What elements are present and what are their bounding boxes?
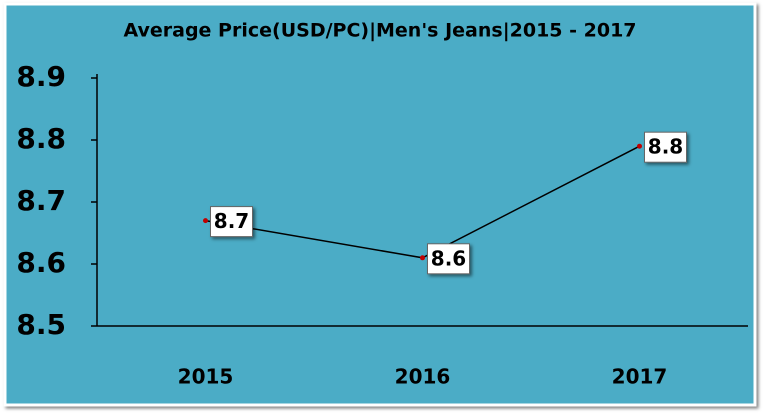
data-label: 8.8 [648, 135, 683, 159]
y-tick-label: 8.8 [16, 122, 66, 155]
y-tick-label: 8.6 [16, 246, 66, 279]
y-tick-label: 8.9 [16, 60, 66, 93]
point [420, 255, 425, 261]
chart-title: Average Price(USD/PC)|Men's Jeans|2015 -… [123, 20, 636, 42]
point [637, 143, 642, 149]
data-label-box [427, 243, 470, 275]
x-tick-label: 2015 [178, 365, 234, 389]
y-tick-label: 8.5 [16, 308, 66, 341]
data-label: 8.7 [214, 209, 249, 233]
y-tick-label: 8.7 [16, 184, 66, 217]
data-label-box [644, 131, 687, 163]
data-label-box [210, 206, 253, 238]
data-label: 8.6 [431, 246, 466, 270]
chart-background [3, 2, 757, 407]
x-tick-label: 2016 [395, 365, 451, 389]
x-tick-label: 2017 [612, 365, 668, 389]
point [203, 218, 208, 224]
